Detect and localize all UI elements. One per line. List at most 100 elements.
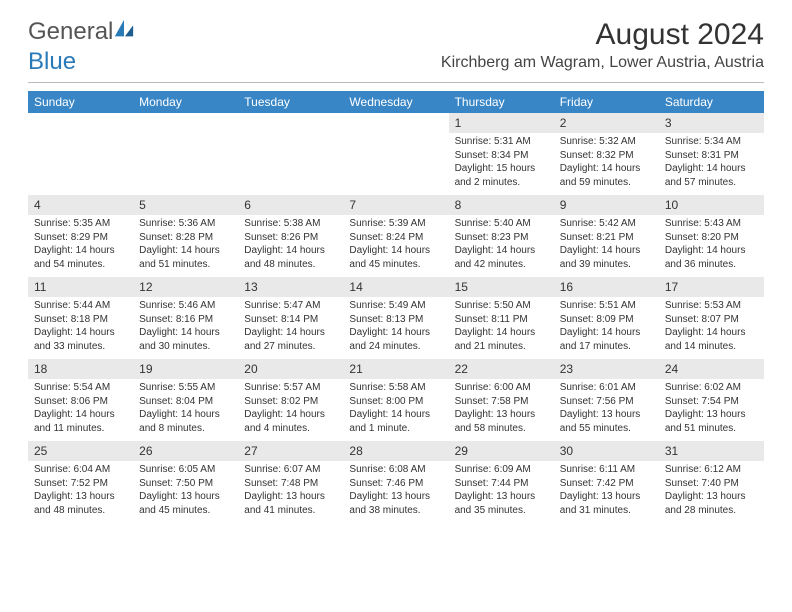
sunset-line: Sunset: 8:06 PM	[34, 395, 127, 409]
day-body: Sunrise: 6:05 AMSunset: 7:50 PMDaylight:…	[133, 461, 238, 523]
day-body: Sunrise: 5:32 AMSunset: 8:32 PMDaylight:…	[554, 133, 659, 195]
daylight-line: Daylight: 14 hours and 17 minutes.	[560, 326, 653, 353]
sunset-line: Sunset: 7:44 PM	[455, 477, 548, 491]
day-number: 22	[449, 359, 554, 379]
brand-general: General	[28, 18, 113, 46]
day-number: 21	[343, 359, 448, 379]
day-body: Sunrise: 5:44 AMSunset: 8:18 PMDaylight:…	[28, 297, 133, 359]
day-body	[343, 133, 448, 195]
day-number: 25	[28, 441, 133, 461]
sunrise-line: Sunrise: 5:39 AM	[349, 217, 442, 231]
day-body	[28, 133, 133, 195]
daylight-line: Daylight: 13 hours and 31 minutes.	[560, 490, 653, 517]
sunset-line: Sunset: 8:26 PM	[244, 231, 337, 245]
sunset-line: Sunset: 8:34 PM	[455, 149, 548, 163]
brand-blue: Blue	[28, 48, 76, 75]
daylight-line: Daylight: 13 hours and 38 minutes.	[349, 490, 442, 517]
day-body: Sunrise: 5:57 AMSunset: 8:02 PMDaylight:…	[238, 379, 343, 441]
day-number: 8	[449, 195, 554, 215]
day-number: 28	[343, 441, 448, 461]
day-number: 7	[343, 195, 448, 215]
day-number: 16	[554, 277, 659, 297]
header-rule	[28, 82, 764, 83]
dow-cell: Thursday	[449, 91, 554, 113]
day-number: 12	[133, 277, 238, 297]
dow-cell: Saturday	[659, 91, 764, 113]
day-number	[343, 113, 448, 133]
brand-logo: General	[28, 18, 137, 46]
day-body: Sunrise: 6:08 AMSunset: 7:46 PMDaylight:…	[343, 461, 448, 523]
day-body: Sunrise: 5:42 AMSunset: 8:21 PMDaylight:…	[554, 215, 659, 277]
calendar-weeks: 123Sunrise: 5:31 AMSunset: 8:34 PMDaylig…	[28, 113, 764, 523]
sunset-line: Sunset: 8:11 PM	[455, 313, 548, 327]
sunset-line: Sunset: 7:58 PM	[455, 395, 548, 409]
daylight-line: Daylight: 14 hours and 54 minutes.	[34, 244, 127, 271]
sunrise-line: Sunrise: 5:35 AM	[34, 217, 127, 231]
day-body: Sunrise: 5:58 AMSunset: 8:00 PMDaylight:…	[343, 379, 448, 441]
day-number: 20	[238, 359, 343, 379]
sunrise-line: Sunrise: 5:31 AM	[455, 135, 548, 149]
day-body: Sunrise: 5:46 AMSunset: 8:16 PMDaylight:…	[133, 297, 238, 359]
day-number: 3	[659, 113, 764, 133]
sunset-line: Sunset: 7:52 PM	[34, 477, 127, 491]
day-number: 6	[238, 195, 343, 215]
daylight-line: Daylight: 14 hours and 42 minutes.	[455, 244, 548, 271]
sunset-line: Sunset: 8:00 PM	[349, 395, 442, 409]
sunset-line: Sunset: 8:23 PM	[455, 231, 548, 245]
daylight-line: Daylight: 13 hours and 55 minutes.	[560, 408, 653, 435]
sunset-line: Sunset: 8:13 PM	[349, 313, 442, 327]
day-body: Sunrise: 6:07 AMSunset: 7:48 PMDaylight:…	[238, 461, 343, 523]
daylight-line: Daylight: 14 hours and 11 minutes.	[34, 408, 127, 435]
daylight-line: Daylight: 14 hours and 24 minutes.	[349, 326, 442, 353]
day-number	[133, 113, 238, 133]
sunrise-line: Sunrise: 6:09 AM	[455, 463, 548, 477]
sunset-line: Sunset: 7:56 PM	[560, 395, 653, 409]
day-number: 11	[28, 277, 133, 297]
sunrise-line: Sunrise: 5:40 AM	[455, 217, 548, 231]
day-number: 2	[554, 113, 659, 133]
day-body: Sunrise: 6:00 AMSunset: 7:58 PMDaylight:…	[449, 379, 554, 441]
sunset-line: Sunset: 8:09 PM	[560, 313, 653, 327]
sunrise-line: Sunrise: 6:01 AM	[560, 381, 653, 395]
sunset-line: Sunset: 8:21 PM	[560, 231, 653, 245]
title-block: August 2024 Kirchberg am Wagram, Lower A…	[441, 18, 764, 72]
sunset-line: Sunset: 7:54 PM	[665, 395, 758, 409]
sunset-line: Sunset: 8:20 PM	[665, 231, 758, 245]
sunset-line: Sunset: 8:24 PM	[349, 231, 442, 245]
sunrise-line: Sunrise: 6:11 AM	[560, 463, 653, 477]
day-body: Sunrise: 5:31 AMSunset: 8:34 PMDaylight:…	[449, 133, 554, 195]
week-daynum-row: 45678910	[28, 195, 764, 215]
sunrise-line: Sunrise: 5:58 AM	[349, 381, 442, 395]
daylight-line: Daylight: 14 hours and 57 minutes.	[665, 162, 758, 189]
sunrise-line: Sunrise: 5:49 AM	[349, 299, 442, 313]
daylight-line: Daylight: 13 hours and 58 minutes.	[455, 408, 548, 435]
day-body: Sunrise: 6:12 AMSunset: 7:40 PMDaylight:…	[659, 461, 764, 523]
sunrise-line: Sunrise: 5:50 AM	[455, 299, 548, 313]
sunset-line: Sunset: 8:02 PM	[244, 395, 337, 409]
header: General August 2024 Kirchberg am Wagram,…	[0, 0, 792, 76]
sunrise-line: Sunrise: 6:08 AM	[349, 463, 442, 477]
calendar: SundayMondayTuesdayWednesdayThursdayFrid…	[28, 91, 764, 523]
day-number: 30	[554, 441, 659, 461]
daylight-line: Daylight: 14 hours and 14 minutes.	[665, 326, 758, 353]
daylight-line: Daylight: 14 hours and 36 minutes.	[665, 244, 758, 271]
daylight-line: Daylight: 14 hours and 30 minutes.	[139, 326, 232, 353]
sunset-line: Sunset: 7:46 PM	[349, 477, 442, 491]
day-number: 14	[343, 277, 448, 297]
sunrise-line: Sunrise: 6:00 AM	[455, 381, 548, 395]
daylight-line: Daylight: 14 hours and 51 minutes.	[139, 244, 232, 271]
sunrise-line: Sunrise: 5:53 AM	[665, 299, 758, 313]
day-body: Sunrise: 5:35 AMSunset: 8:29 PMDaylight:…	[28, 215, 133, 277]
daylight-line: Daylight: 14 hours and 48 minutes.	[244, 244, 337, 271]
dow-cell: Monday	[133, 91, 238, 113]
daylight-line: Daylight: 14 hours and 27 minutes.	[244, 326, 337, 353]
sunset-line: Sunset: 8:04 PM	[139, 395, 232, 409]
sunrise-line: Sunrise: 5:46 AM	[139, 299, 232, 313]
day-body: Sunrise: 6:04 AMSunset: 7:52 PMDaylight:…	[28, 461, 133, 523]
sunset-line: Sunset: 7:42 PM	[560, 477, 653, 491]
sunrise-line: Sunrise: 5:36 AM	[139, 217, 232, 231]
sunrise-line: Sunrise: 5:47 AM	[244, 299, 337, 313]
sunset-line: Sunset: 7:50 PM	[139, 477, 232, 491]
daylight-line: Daylight: 13 hours and 35 minutes.	[455, 490, 548, 517]
week-body-row: Sunrise: 5:54 AMSunset: 8:06 PMDaylight:…	[28, 379, 764, 441]
